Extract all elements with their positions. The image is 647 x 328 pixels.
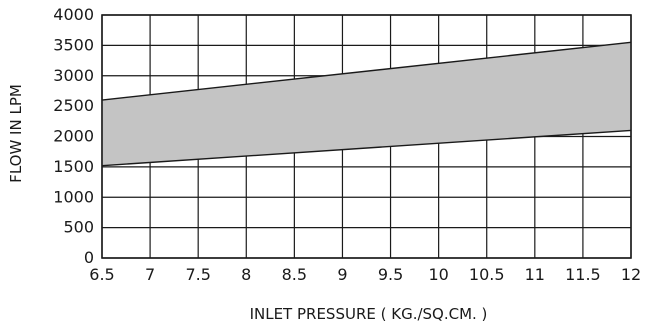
y-tick-label: 3500 [53,35,94,54]
plot-frame [101,14,632,259]
x-tick-label: 11.5 [565,265,601,284]
x-tick-label: 10 [428,265,448,284]
y-tick-label: 2500 [53,96,94,115]
x-tick-label: 11 [525,265,545,284]
x-tick-labels: 6.5 7 7.5 8 8.5 9 9.5 10 10.5 11 11.5 12 [89,265,641,284]
x-tick-label: 10.5 [469,265,505,284]
y-tick-label: 0 [84,248,94,267]
y-tick-label: 3000 [53,66,94,85]
y-tick-label: 500 [63,218,94,237]
lower-bound-line [101,129,632,167]
x-tick-label: 6.5 [89,265,114,284]
y-tick-label: 4000 [53,5,94,24]
x-tick-label: 9.5 [378,265,403,284]
flow-band-area [102,42,631,166]
x-axis-title: INLET PRESSURE ( KG./SQ.CM. ) [250,305,488,323]
x-tick-label: 9 [337,265,347,284]
x-tick-label: 7.5 [185,265,210,284]
y-axis-title: FLOW IN LPM [7,84,25,183]
y-tick-labels: 0 500 1000 1500 2000 2500 3000 3500 4000 [53,5,94,267]
x-tick-label: 7 [145,265,155,284]
x-tick-label: 8 [241,265,251,284]
x-tick-label: 8.5 [282,265,307,284]
upper-bound-line [101,41,632,101]
y-tick-label: 2000 [53,127,94,146]
y-tick-label: 1500 [53,157,94,176]
x-tick-label: 12 [621,265,641,284]
y-tick-label: 1000 [53,187,94,206]
